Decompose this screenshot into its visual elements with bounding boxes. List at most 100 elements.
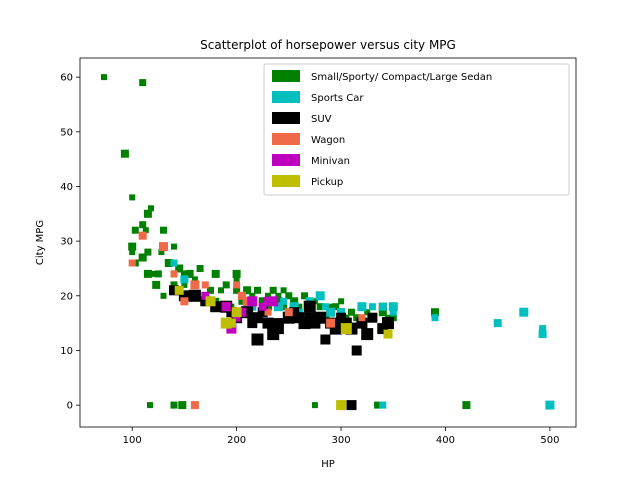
data-point <box>258 302 267 311</box>
data-point <box>190 280 200 290</box>
legend-swatch <box>272 133 300 145</box>
data-point <box>143 209 152 218</box>
data-point <box>367 312 378 323</box>
x-tick-label: 100 <box>123 435 142 446</box>
data-point <box>178 290 190 302</box>
legend-label: Pickup <box>311 177 343 188</box>
data-point <box>269 286 277 294</box>
data-point <box>200 296 211 307</box>
data-point <box>180 297 189 306</box>
data-point <box>326 318 336 328</box>
data-point <box>321 303 329 311</box>
data-point <box>174 285 184 295</box>
data-point <box>346 400 357 411</box>
data-point <box>382 317 394 330</box>
data-point <box>351 345 362 356</box>
data-point <box>158 249 165 256</box>
data-point <box>326 307 336 317</box>
data-point <box>211 269 220 278</box>
legend-swatch <box>272 175 300 187</box>
data-point <box>379 401 387 409</box>
data-point <box>120 149 129 158</box>
data-point <box>274 297 283 306</box>
data-point <box>207 286 214 294</box>
legend-label: Sports Car <box>311 93 364 104</box>
data-point <box>169 285 179 296</box>
series-5 <box>174 285 393 411</box>
data-point <box>265 292 271 299</box>
data-point <box>262 317 274 329</box>
data-point <box>338 298 345 305</box>
data-point <box>170 270 178 278</box>
data-point <box>289 302 299 312</box>
legend-swatch <box>272 70 300 82</box>
y-tick-label: 60 <box>60 73 73 84</box>
x-tick-label: 400 <box>436 435 455 446</box>
data-point <box>320 334 331 345</box>
data-point <box>218 287 224 294</box>
data-point <box>139 221 147 229</box>
data-point <box>311 402 318 409</box>
y-tick-label: 40 <box>60 182 73 193</box>
data-point <box>147 402 153 409</box>
data-point <box>222 281 230 289</box>
data-point <box>519 307 529 317</box>
data-point <box>249 292 256 299</box>
data-point <box>171 243 177 250</box>
data-point <box>545 400 555 410</box>
data-point <box>170 281 178 289</box>
data-point <box>180 275 189 284</box>
data-point <box>275 292 282 299</box>
data-point <box>257 307 268 318</box>
data-point <box>181 281 188 288</box>
data-point <box>178 401 187 410</box>
data-point <box>252 312 263 324</box>
data-point <box>280 297 288 305</box>
data-point <box>139 79 147 87</box>
data-point <box>493 319 502 328</box>
data-point <box>170 401 178 409</box>
data-point <box>539 325 547 333</box>
data-point <box>148 205 154 212</box>
data-point <box>280 303 288 311</box>
legend-frame <box>263 63 570 196</box>
data-point <box>357 302 367 312</box>
data-point <box>272 323 284 335</box>
data-point <box>160 292 167 299</box>
data-point <box>144 248 152 256</box>
data-point <box>201 281 209 289</box>
y-tick-label: 10 <box>60 346 73 357</box>
data-point <box>185 269 194 278</box>
data-point <box>268 296 279 307</box>
x-tick-label: 300 <box>332 435 351 446</box>
legend-swatch <box>272 91 300 103</box>
legend-swatch <box>272 112 300 124</box>
data-point <box>263 296 273 306</box>
data-point <box>254 286 261 294</box>
data-point <box>340 323 352 335</box>
data-point <box>431 314 439 322</box>
data-point <box>280 287 287 294</box>
data-point <box>314 311 327 324</box>
axes-layer <box>79 57 577 428</box>
data-point <box>180 270 188 278</box>
data-point <box>361 328 374 341</box>
data-point <box>150 270 157 277</box>
data-point <box>164 259 173 267</box>
data-point <box>296 303 303 310</box>
y-tick-label: 0 <box>67 401 73 412</box>
data-point <box>233 281 241 289</box>
data-point <box>337 308 346 317</box>
data-point <box>538 330 547 339</box>
data-point <box>290 297 299 306</box>
data-point <box>238 297 246 305</box>
data-point <box>258 297 267 306</box>
data-point <box>389 308 397 316</box>
data-point <box>205 296 216 307</box>
data-point <box>264 302 272 311</box>
data-point <box>327 303 334 310</box>
data-point <box>231 307 242 318</box>
data-point <box>237 291 246 300</box>
data-point <box>336 400 347 411</box>
